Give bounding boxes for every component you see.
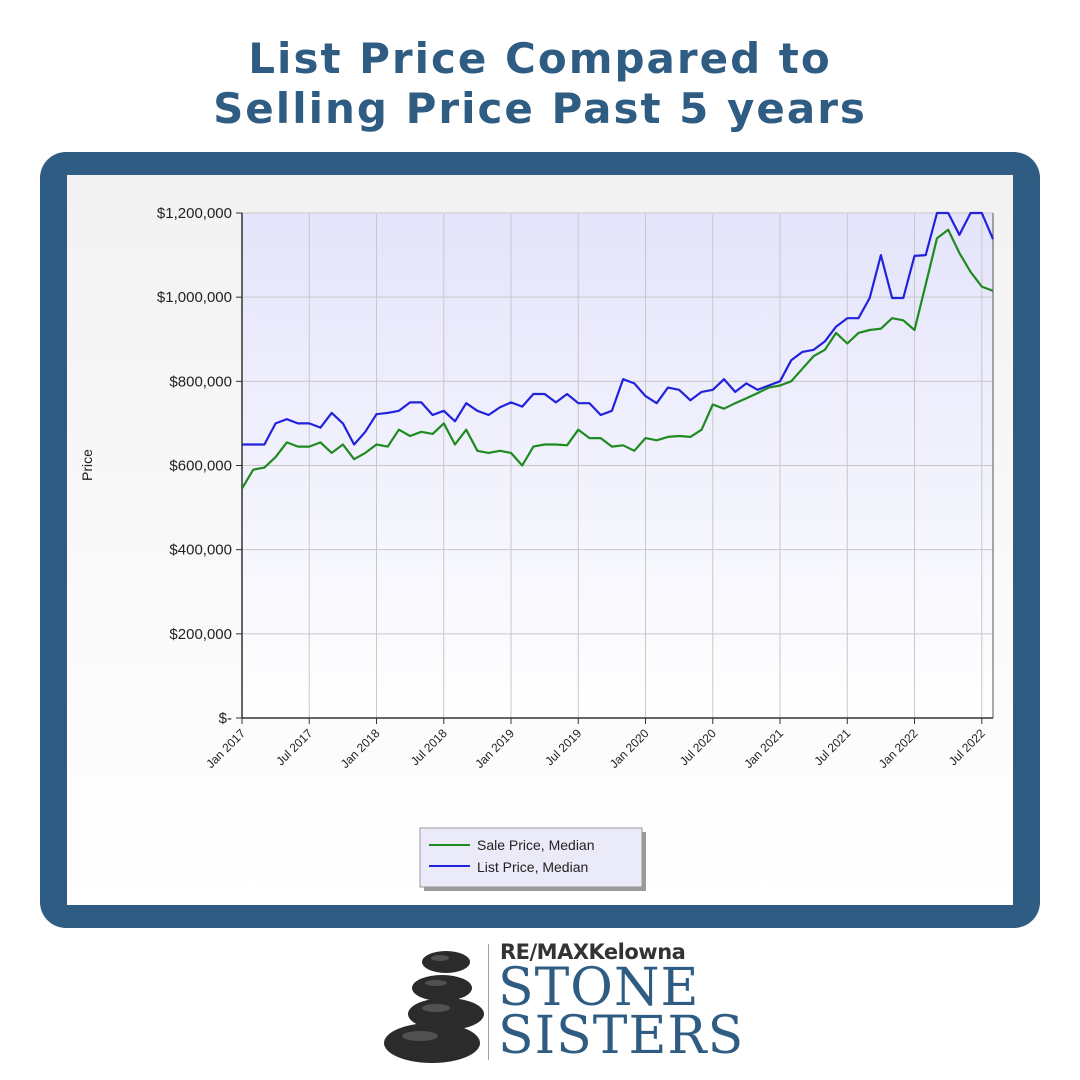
legend: Sale Price, Median List Price, Median xyxy=(419,827,646,891)
y-tick-labels: $- $200,000 $400,000 $600,000 $800,000 $1,000… xyxy=(157,205,232,727)
y-tick-label: $400,000 xyxy=(169,542,232,559)
series-line-sale-price-median xyxy=(241,228,994,490)
brand-remax: RE/MAXKelowna xyxy=(500,940,686,964)
gridlines xyxy=(236,212,993,724)
chart-panel: $- $200,000 $400,000 $600,000 $800,000 $1,000… xyxy=(67,175,1013,905)
logo-divider xyxy=(488,944,489,1060)
y-tick-label: $- xyxy=(219,710,232,727)
y-axis-label: Price xyxy=(79,449,95,481)
brand-sisters: SISTERS xyxy=(498,1006,745,1066)
y-tick-label: $1,000,000 xyxy=(157,289,232,306)
legend-label-sale: Sale Price, Median xyxy=(477,837,595,853)
y-tick-label: $1,200,000 xyxy=(157,205,232,222)
axes xyxy=(241,213,994,719)
series-line-list-price-median xyxy=(242,211,995,446)
brand-logo xyxy=(0,936,1080,1080)
y-tick-label: $800,000 xyxy=(169,373,232,390)
title-line-1: List Price Compared to xyxy=(248,34,832,83)
line-chart: $- $200,000 $400,000 $600,000 $800,000 $1,000… xyxy=(67,175,1013,905)
stones-icon xyxy=(384,951,484,1063)
series-lines xyxy=(241,211,995,490)
y-tick-label: $200,000 xyxy=(169,626,232,643)
y-tick-label: $600,000 xyxy=(169,458,232,475)
title-line-2: Selling Price Past 5 years xyxy=(213,84,867,133)
brand-stone: STONE xyxy=(498,958,700,1018)
legend-label-list: List Price, Median xyxy=(477,859,588,875)
page-title: List Price Compared to Selling Price Pas… xyxy=(0,34,1080,134)
